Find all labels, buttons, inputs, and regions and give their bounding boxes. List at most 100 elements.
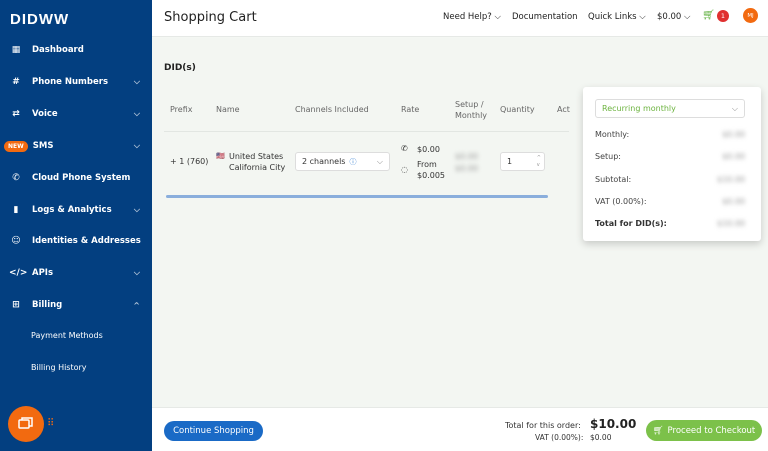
setup-value: $0.00 — [722, 152, 745, 161]
monthly-label: Monthly: — [595, 130, 630, 139]
sidebar-item-dashboard[interactable]: ▦ Dashboard — [0, 40, 152, 60]
help-icon[interactable]: ⓘ — [349, 157, 357, 166]
sms-rate-from: From — [417, 160, 437, 169]
voice-rate: $0.00 — [417, 145, 440, 154]
total-dids-value: $10.00 — [717, 219, 745, 228]
setup-label: Setup: — [595, 152, 621, 161]
label: Proceed to Checkout — [667, 425, 756, 436]
label: Cloud Phone System — [32, 173, 131, 183]
channels-select[interactable]: 2 channels ⓘ ⌵ — [295, 152, 390, 171]
chevron-down-icon: ⌵ — [731, 103, 738, 113]
label: Identities & Addresses — [32, 236, 141, 246]
footer: Continue Shopping Total for this order: … — [152, 407, 768, 451]
label: Phone Numbers — [32, 77, 109, 87]
sidebar: DIDWW ▦ Dashboard # Phone Numbers ⌵ ⇄ Voice ⌵… — [0, 0, 152, 451]
label: Need Help? — [443, 12, 492, 22]
sidebar-item-voice[interactable]: ⇄ Voice ⌵ — [0, 104, 152, 124]
label: Voice — [32, 109, 58, 119]
col-name: Name — [216, 105, 240, 114]
sidebar-subitem-payment-methods[interactable]: Payment Methods — [31, 331, 103, 340]
setup-price: $0.00 — [455, 152, 478, 161]
chat-button[interactable] — [8, 406, 44, 442]
grid-icon: ▦ — [11, 45, 21, 55]
sidebar-item-sms[interactable]: NEW SMS ⌵ — [0, 136, 152, 156]
col-quantity: Quantity — [500, 105, 535, 114]
phone-circle-icon: ✆ — [12, 173, 20, 183]
us-flag-icon: 🇺🇸 — [216, 152, 225, 160]
sidebar-item-apis[interactable]: </> APIs ⌵ — [0, 263, 152, 283]
col-rate: Rate — [401, 105, 420, 114]
billing-period-select[interactable]: Recurring monthly ⌵ — [595, 99, 745, 118]
col-channels: Channels Included — [295, 105, 369, 114]
order-total: $10.00 — [590, 417, 637, 431]
billing-icon: ⊞ — [12, 300, 20, 310]
stepper-arrows-icon[interactable]: ^ v — [536, 154, 541, 168]
order-vat-label: VAT (0.00%): — [535, 433, 584, 442]
logo: DIDWW — [10, 11, 70, 28]
city: California City — [229, 163, 286, 172]
chat-icon — [18, 417, 33, 429]
drag-handle-icon[interactable]: ⠿ — [47, 418, 54, 429]
label: $0.00 — [657, 12, 682, 22]
country: United States — [229, 152, 284, 161]
avatar[interactable]: MJ — [743, 8, 758, 23]
subtotal-label: Subtotal: — [595, 175, 632, 184]
cart-icon[interactable]: 🛒︎ — [702, 10, 715, 21]
quantity-stepper[interactable]: 1 ^ v — [500, 152, 545, 171]
main-content: DID(s) Prefix Name Channels Included Rat… — [152, 38, 768, 407]
sidebar-item-cloud-phone-system[interactable]: ✆ Cloud Phone System — [0, 168, 152, 188]
balance-menu[interactable]: $0.00 ⌵ — [657, 12, 691, 22]
value: 1 — [507, 157, 513, 166]
prefix: + 1 (760) — [170, 157, 209, 166]
total-dids-label: Total for DID(s): — [595, 219, 667, 228]
label: Dashboard — [32, 45, 84, 55]
label: SMS — [32, 141, 54, 151]
sms-rate-icon: ◌ — [401, 165, 408, 174]
order-vat: $0.00 — [590, 433, 612, 442]
vat-label: VAT (0.00%): — [595, 197, 647, 206]
sidebar-item-logs-analytics[interactable]: ▮ Logs & Analytics ⌵ — [0, 200, 152, 220]
voice-rate-icon: ✆ — [401, 144, 408, 153]
continue-shopping-button[interactable]: Continue Shopping — [164, 421, 263, 441]
label: Logs & Analytics — [32, 205, 112, 215]
label: Recurring monthly — [602, 104, 676, 113]
bar-chart-icon: ▮ — [13, 205, 19, 215]
documentation-link[interactable]: Documentation — [512, 12, 578, 22]
vat-value: $0.00 — [722, 197, 745, 206]
sidebar-subitem-billing-history[interactable]: Billing History — [31, 363, 87, 372]
horizontal-scrollbar[interactable] — [166, 195, 548, 198]
sidebar-item-phone-numbers[interactable]: # Phone Numbers ⌵ — [0, 72, 152, 92]
col-setup-monthly: Setup / Monthly — [455, 100, 488, 120]
order-summary-popup: Recurring monthly ⌵ Monthly: $0.00 Setup:… — [583, 87, 761, 241]
page-title: Shopping Cart — [164, 10, 257, 25]
chevron-up-icon: ^ — [133, 300, 140, 310]
label: APIs — [32, 268, 54, 278]
proceed-to-checkout-button[interactable]: 🛒︎ Proceed to Checkout — [646, 420, 762, 441]
sms-rate: $0.005 — [417, 171, 445, 180]
col-prefix: Prefix — [170, 105, 193, 114]
voice-icon: ⇄ — [12, 109, 20, 119]
hash-icon: # — [12, 77, 20, 87]
cart-count-badge: 1 — [717, 10, 729, 22]
order-total-label: Total for this order: — [505, 421, 581, 430]
sidebar-item-billing[interactable]: ⊞ Billing ^ — [0, 295, 152, 315]
chevron-down-icon: ⌵ — [133, 77, 140, 86]
code-icon: </> — [9, 268, 28, 278]
sidebar-item-identities[interactable]: ☺ Identities & Addresses — [0, 231, 152, 251]
label: 2 channels — [302, 157, 346, 166]
quick-links-menu[interactable]: Quick Links ⌵ — [588, 12, 646, 22]
chevron-down-icon: ⌵ — [133, 205, 140, 214]
label: Billing — [32, 300, 63, 310]
chevron-down-icon: ⌵ — [133, 268, 140, 277]
top-bar: Shopping Cart — [152, 0, 768, 37]
chevron-down-icon: ⌵ — [133, 109, 140, 118]
label: Quick Links — [588, 12, 637, 22]
need-help-menu[interactable]: Need Help? ⌵ — [443, 12, 501, 22]
subtotal-value: $10.00 — [717, 175, 745, 184]
user-icon: ☺ — [11, 236, 21, 246]
new-badge: NEW — [4, 140, 28, 152]
monthly-value: $0.00 — [722, 130, 745, 139]
col-actions: Act — [557, 105, 570, 114]
chevron-down-icon: ⌵ — [376, 156, 383, 166]
monthly-price: $0.00 — [455, 164, 478, 173]
